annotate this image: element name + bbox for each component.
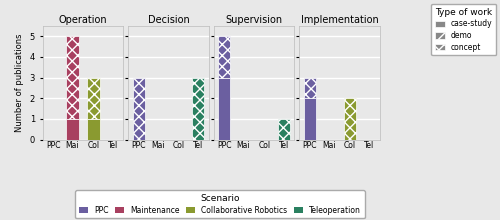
Legend: case-study, demo, concept: case-study, demo, concept: [432, 4, 496, 55]
Bar: [66, 119, 78, 140]
Y-axis label: Number of publications: Number of publications: [15, 33, 24, 132]
Title: Operation: Operation: [58, 15, 107, 25]
Bar: [218, 77, 230, 140]
Bar: [304, 77, 316, 98]
Bar: [88, 119, 100, 140]
Title: Decision: Decision: [148, 15, 190, 25]
Bar: [66, 36, 78, 119]
Bar: [88, 77, 100, 119]
Legend: PPC, Maintenance, Collaborative Robotics, Teleoperation: PPC, Maintenance, Collaborative Robotics…: [76, 191, 364, 218]
Bar: [304, 98, 316, 140]
Bar: [132, 77, 145, 140]
Title: Supervision: Supervision: [226, 15, 282, 25]
Bar: [192, 77, 204, 140]
Bar: [344, 98, 356, 140]
Bar: [218, 36, 230, 77]
Title: Implementation: Implementation: [301, 15, 378, 25]
Bar: [278, 119, 290, 140]
